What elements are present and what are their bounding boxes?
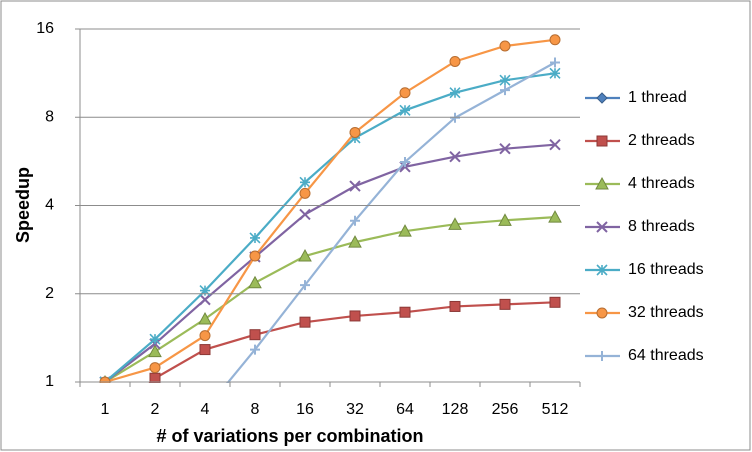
marker [550, 57, 560, 68]
marker [299, 187, 311, 199]
marker [250, 344, 260, 355]
y-tick-label: 8 [45, 108, 54, 125]
marker [300, 280, 310, 291]
marker [449, 87, 461, 99]
marker [595, 176, 609, 190]
marker [199, 285, 211, 297]
marker [596, 264, 608, 276]
legend-label: 16 threads [628, 261, 704, 278]
marker [349, 126, 361, 138]
marker [500, 85, 510, 96]
legend-label: 2 threads [628, 132, 695, 149]
marker [298, 248, 312, 262]
marker [549, 67, 561, 79]
x-tick-label: 8 [251, 401, 260, 418]
series-line [226, 61, 556, 383]
marker [399, 87, 411, 99]
marker [198, 311, 212, 325]
marker [596, 92, 608, 104]
marker [148, 344, 162, 358]
legend-label: 64 threads [628, 347, 704, 364]
y-axis-title: Speedup [13, 167, 33, 243]
marker [348, 235, 362, 248]
x-tick-label: 4 [201, 401, 210, 418]
marker [548, 210, 562, 223]
series-line [104, 216, 556, 383]
x-tick-label: 512 [542, 401, 569, 418]
marker [399, 306, 411, 318]
series-line [104, 38, 556, 383]
marker [596, 221, 608, 233]
marker [199, 293, 211, 306]
series-line [104, 72, 556, 383]
marker [199, 330, 211, 342]
marker [449, 55, 461, 67]
series-line [104, 143, 556, 383]
x-tick-label: 256 [492, 401, 519, 418]
marker [248, 275, 262, 289]
legend-label: 32 threads [628, 304, 704, 321]
legend-label: 8 threads [628, 218, 695, 235]
marker [299, 316, 311, 328]
x-tick-label: 16 [296, 401, 314, 418]
x-tick-label: 128 [442, 401, 469, 418]
marker [499, 74, 511, 86]
marker [398, 224, 412, 237]
marker [249, 232, 261, 244]
plot-area [99, 34, 562, 383]
x-tick-label: 64 [396, 401, 414, 418]
y-tick-label: 1 [45, 373, 54, 390]
marker [299, 176, 311, 188]
marker [498, 213, 512, 226]
marker [400, 156, 410, 167]
marker [299, 208, 311, 221]
x-tick-label: 1 [101, 401, 110, 418]
marker [499, 40, 511, 52]
marker [596, 135, 608, 147]
marker [199, 344, 211, 356]
x-tick-label: 32 [346, 401, 364, 418]
marker [448, 217, 462, 230]
legend-label: 4 threads [628, 175, 695, 192]
y-tick-label: 16 [36, 20, 54, 37]
marker [597, 351, 607, 361]
legend-label: 1 thread [628, 89, 687, 106]
y-tick-label: 4 [45, 197, 54, 214]
marker [449, 300, 461, 312]
marker [499, 298, 511, 310]
marker [349, 310, 361, 322]
marker [449, 150, 461, 163]
marker [149, 362, 161, 374]
marker [249, 250, 261, 262]
marker [249, 329, 261, 341]
marker [499, 142, 511, 155]
marker [549, 138, 561, 151]
marker [549, 296, 561, 308]
series-line [148, 301, 556, 383]
y-tick-label: 2 [45, 285, 54, 302]
x-tick-label: 2 [151, 401, 160, 418]
marker [596, 307, 608, 319]
marker [149, 333, 161, 345]
marker [399, 104, 411, 116]
x-axis-title: # of variations per combination [156, 426, 423, 446]
marker [549, 34, 561, 46]
marker [349, 180, 361, 192]
marker [149, 372, 161, 383]
marker [350, 215, 360, 226]
